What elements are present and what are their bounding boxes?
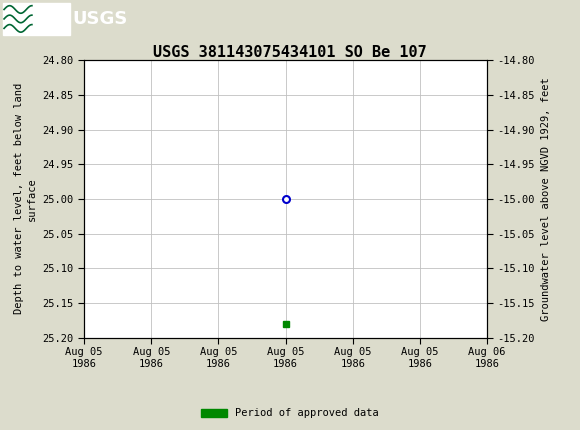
Legend: Period of approved data: Period of approved data — [197, 404, 383, 423]
Text: USGS: USGS — [72, 10, 128, 28]
Bar — [3, 3, 70, 35]
Text: USGS 381143075434101 SO Be 107: USGS 381143075434101 SO Be 107 — [153, 45, 427, 60]
Y-axis label: Depth to water level, feet below land
surface: Depth to water level, feet below land su… — [14, 83, 37, 314]
Y-axis label: Groundwater level above NGVD 1929, feet: Groundwater level above NGVD 1929, feet — [541, 77, 550, 321]
